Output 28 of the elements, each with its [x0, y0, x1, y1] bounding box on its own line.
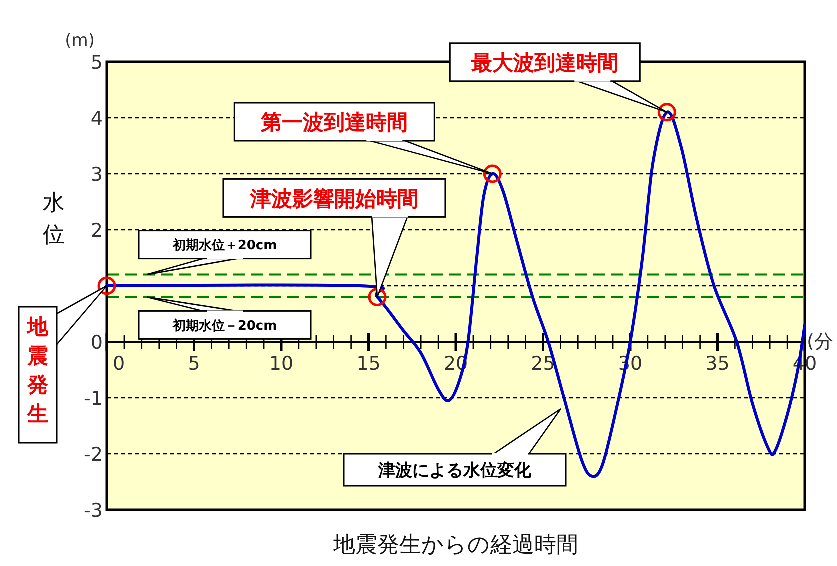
point [98, 276, 116, 296]
annotation: 津波による水位変化 [378, 461, 532, 482]
ref-line-label: 初期水位＋20cm [172, 237, 278, 254]
x-axis-title: 地震発生からの経過時間 [332, 533, 578, 558]
text: (m) [65, 31, 95, 51]
x-tick-label: 25 [531, 353, 556, 375]
annotation: 第一波到達時間 [260, 110, 408, 135]
point [483, 164, 502, 184]
y-tick-label: 3 [90, 164, 103, 186]
x-tick-label: 0 [112, 353, 126, 375]
annotation: 最大波到達時間 [470, 50, 619, 75]
x-tick-label: 15 [356, 353, 381, 375]
y-tick-label: 4 [90, 108, 103, 130]
text: (分 [807, 331, 834, 353]
y-tick-label: 0 [90, 332, 103, 354]
point [658, 103, 676, 122]
annotation: 津波影響開始時間 [249, 186, 418, 211]
x-tick-label: 5 [188, 353, 200, 375]
y-tick-label: 2 [90, 220, 103, 242]
x-tick-label: 35 [706, 353, 730, 375]
y-axis-title: 水位 [43, 191, 65, 248]
x-tick-label: 10 [269, 353, 294, 375]
y-tick-label: 5 [90, 52, 103, 74]
ref-line-label: 初期水位－20cm [172, 318, 278, 334]
y-tick-label: -3 [84, 500, 103, 522]
y-tick-label: -1 [84, 388, 103, 410]
y-tick-label: -2 [84, 444, 103, 466]
point [368, 288, 387, 306]
